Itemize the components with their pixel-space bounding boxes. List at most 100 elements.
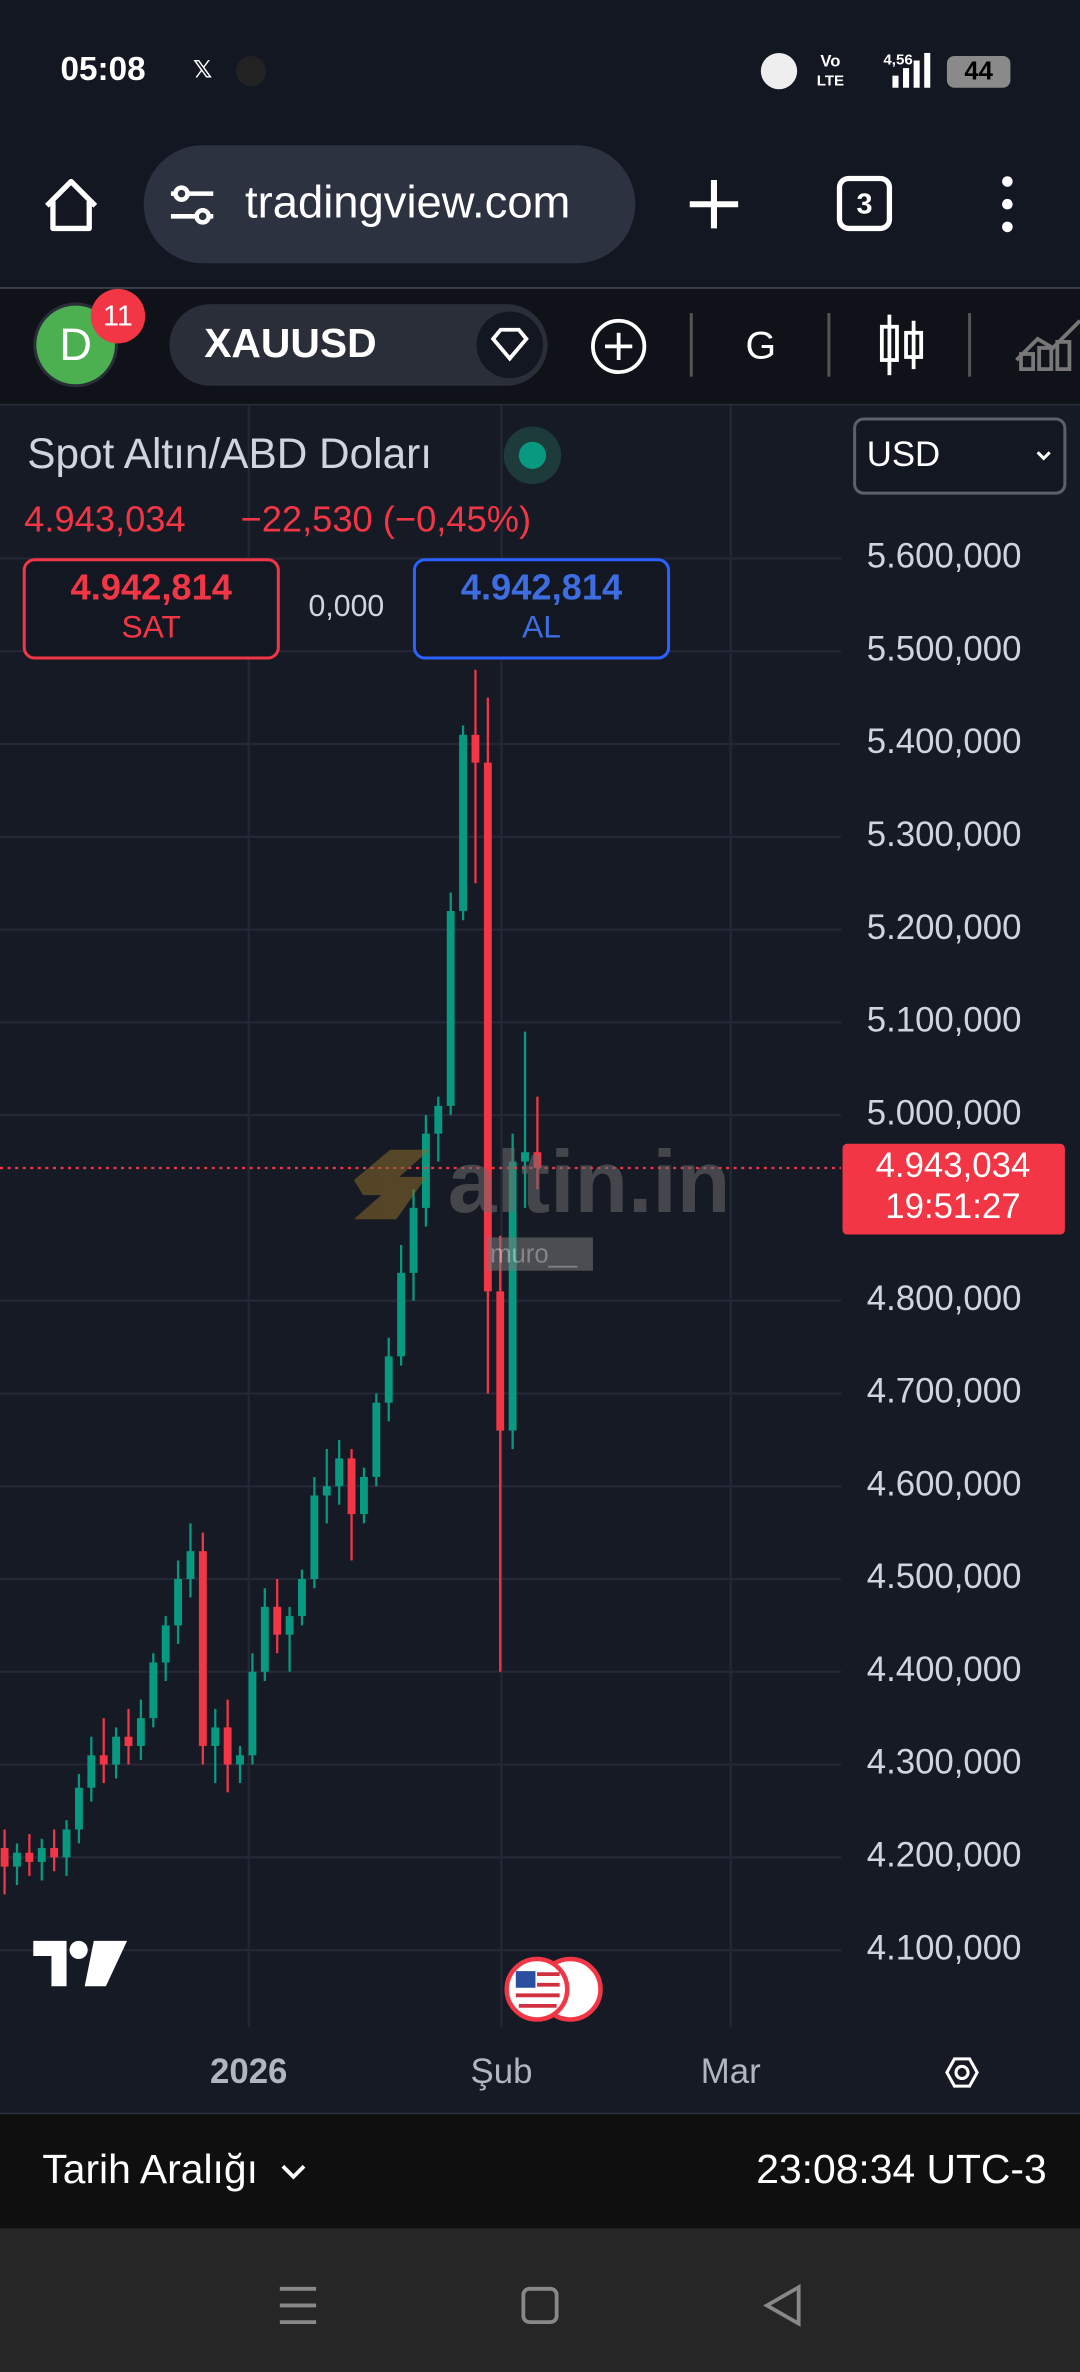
- candle-body: [99, 1755, 108, 1765]
- battery-level: 44: [964, 57, 993, 85]
- menu-button[interactable]: [1002, 176, 1013, 233]
- y-tick-label: 4.500,000: [867, 1558, 1022, 1596]
- timezone-clock[interactable]: 23:08:34 UTC-3: [756, 2146, 1046, 2192]
- tabs-button[interactable]: [836, 175, 893, 232]
- plot: 5.600,000 5.500,000 5.400,000 5.300,000 5.20…: [0, 405, 1065, 2028]
- symbol-title: Spot Altın/ABD Doları: [27, 430, 432, 477]
- candle-body: [335, 1458, 344, 1487]
- last-price-label: 4.943,034: [876, 1147, 1031, 1185]
- currency[interactable]: USD: [867, 436, 940, 474]
- site-settings-icon-part[interactable]: [194, 208, 212, 225]
- candle-body: [149, 1662, 158, 1719]
- bar-countdown: 19:51:27: [885, 1188, 1020, 1226]
- interval[interactable]: G: [746, 323, 777, 367]
- candle-body: [533, 1152, 542, 1168]
- app-icon: [235, 55, 267, 87]
- candle-body: [310, 1495, 319, 1579]
- candle-body: [62, 1829, 71, 1858]
- battery: [946, 55, 1011, 88]
- candle-body: [236, 1755, 244, 1765]
- signal-bars-part: [892, 75, 899, 88]
- nav-back[interactable]: [763, 2284, 801, 2327]
- premium-icon[interactable]: [476, 311, 544, 379]
- home-button-part[interactable]: [45, 178, 98, 232]
- chevron: [281, 2164, 306, 2180]
- menu-button-part[interactable]: [1002, 198, 1013, 210]
- nav-home[interactable]: [521, 2286, 559, 2324]
- volte: LTE: [817, 73, 844, 90]
- watermark: altin.in muro__: [353, 1133, 731, 1271]
- tab-count[interactable]: 3: [856, 188, 872, 220]
- browser-bar: tradingview.com 3: [45, 145, 1013, 264]
- economic-events-part[interactable]: [515, 1972, 560, 2008]
- home-button[interactable]: [45, 178, 98, 232]
- economic-events-part[interactable]: [504, 1956, 570, 2022]
- candle-body: [273, 1606, 282, 1635]
- indicators-button-part[interactable]: [1015, 319, 1080, 362]
- candle-body: [322, 1486, 331, 1496]
- nav-menu[interactable]: [279, 2286, 317, 2324]
- candle-body: [112, 1736, 121, 1765]
- symbol[interactable]: XAUUSD: [204, 320, 376, 366]
- avatar-letter[interactable]: D: [59, 319, 92, 370]
- footer: [0, 2114, 1080, 2229]
- candle-body: [13, 1852, 21, 1867]
- economic-events-part[interactable]: [515, 1971, 536, 1988]
- tradingview-logo-part: [33, 1940, 67, 1987]
- legend-price: 4.943,034: [24, 498, 185, 539]
- chart-type-button-part[interactable]: [904, 330, 924, 359]
- site-settings-icon-part[interactable]: [173, 185, 190, 202]
- site-settings-icon[interactable]: [170, 185, 214, 225]
- chart-type-button[interactable]: [879, 314, 924, 376]
- market-status-dot: [518, 441, 547, 469]
- add-symbol-button[interactable]: [591, 318, 647, 375]
- currency-dropdown[interactable]: [853, 417, 1067, 495]
- candle-body: [260, 1606, 269, 1672]
- screen-part: [279, 2284, 801, 2327]
- sell-button[interactable]: [22, 558, 280, 660]
- url[interactable]: tradingview.com: [245, 177, 570, 228]
- y-tick-label: 4.600,000: [867, 1465, 1022, 1503]
- candle-body: [248, 1671, 257, 1756]
- clock: 05:08: [61, 51, 146, 88]
- settings-button[interactable]: [945, 2057, 979, 2088]
- y-tick-label: 5.000,000: [867, 1094, 1022, 1132]
- indicators-button-part[interactable]: [1037, 346, 1054, 372]
- sell-label[interactable]: SAT: [122, 609, 181, 645]
- date-range[interactable]: Tarih Aralığı: [42, 2146, 258, 2192]
- x-icon: 𝕏: [193, 56, 212, 83]
- candle-body: [471, 734, 480, 763]
- y-tick-label: 5.500,000: [867, 630, 1022, 668]
- candle-body: [174, 1578, 182, 1626]
- candle-body: [37, 1848, 46, 1862]
- indicators-button[interactable]: [1015, 319, 1080, 372]
- chart-type-button-part[interactable]: [879, 324, 899, 362]
- watermark-user: muro__: [490, 1240, 578, 1268]
- buy-button[interactable]: [412, 558, 671, 660]
- symbol-search[interactable]: [169, 304, 548, 386]
- x-tick-label: Mar: [701, 2053, 761, 2091]
- candle-body: [298, 1578, 306, 1617]
- y-tick-label: 5.600,000: [867, 538, 1022, 576]
- candle-body: [223, 1727, 232, 1765]
- signal-bars-part: [903, 68, 910, 88]
- sell-price[interactable]: 4.942,814: [71, 567, 232, 608]
- candle-body: [198, 1551, 207, 1746]
- url-bar[interactable]: [143, 145, 636, 264]
- candle-body: [360, 1476, 368, 1515]
- buy-label[interactable]: AL: [522, 609, 561, 645]
- menu-button-part[interactable]: [1002, 221, 1013, 233]
- economic-events[interactable]: [504, 1956, 603, 2022]
- buy-price[interactable]: 4.942,814: [461, 567, 622, 608]
- candle-body: [87, 1755, 96, 1788]
- candle-body: [50, 1848, 59, 1858]
- candle-body: [161, 1625, 170, 1663]
- new-tab-button[interactable]: [689, 180, 739, 229]
- menu-button-part[interactable]: [1002, 176, 1013, 187]
- watermark-brand: altin.in: [448, 1133, 731, 1231]
- indicators-button-part[interactable]: [1019, 352, 1035, 372]
- indicators-button-part[interactable]: [1055, 339, 1072, 372]
